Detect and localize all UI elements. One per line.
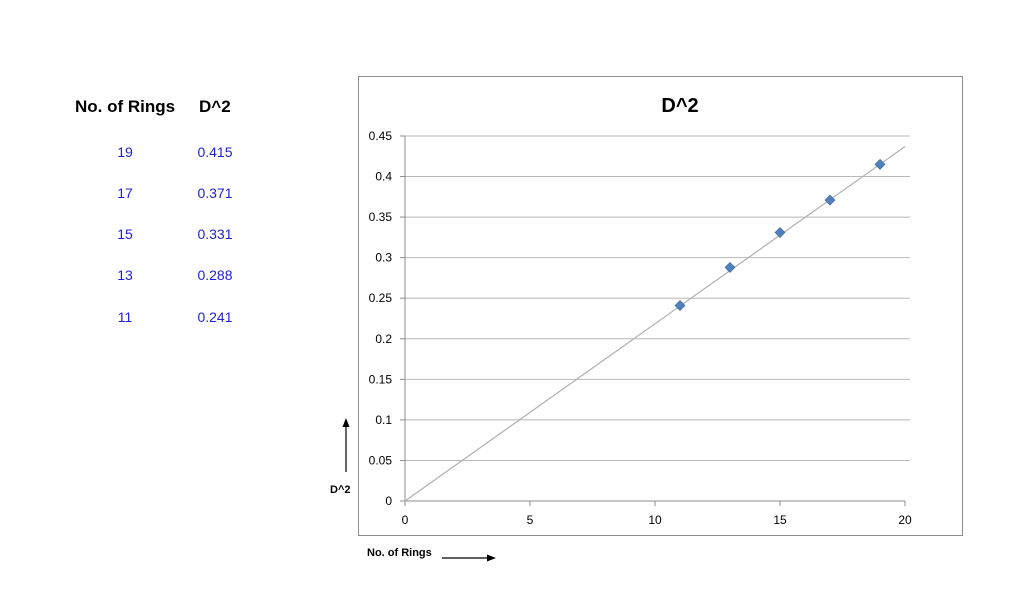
data-point — [774, 227, 786, 238]
trendline — [404, 146, 906, 502]
y-tick-label: 0.35 — [369, 210, 393, 224]
table-cell-d2: 0.371 — [197, 185, 233, 201]
y-axis-arrow-icon — [342, 418, 350, 472]
rings-column-header: No. of Rings — [75, 97, 176, 116]
data-point — [724, 261, 736, 273]
table-cell-d2: 0.415 — [197, 144, 233, 160]
table-cell-d2: 0.288 — [197, 267, 233, 283]
data-point — [874, 158, 886, 170]
chart-title: D^2 — [661, 95, 698, 117]
table-cell-rings: 19 — [117, 144, 133, 160]
x-tick-label: 0 — [402, 513, 409, 527]
data-point — [824, 194, 836, 206]
d2-column-header: D^2 — [199, 97, 231, 116]
y-tick-label: 0.2 — [375, 332, 392, 346]
y-tick-label: 0.25 — [369, 291, 393, 305]
y-tick-label: 0.05 — [369, 453, 393, 467]
x-tick-label: 10 — [648, 513, 662, 527]
y-tick-label: 0.1 — [375, 413, 392, 427]
y-tick-label: 0.4 — [375, 170, 392, 184]
table-cell-rings: 15 — [117, 226, 133, 242]
table-cell-rings: 13 — [117, 267, 133, 283]
y-tick-label: 0.45 — [369, 129, 393, 143]
x-tick-label: 15 — [773, 513, 787, 527]
y-tick-label: 0.15 — [369, 372, 393, 386]
chart-frame — [358, 76, 963, 536]
table-cell-rings: 17 — [117, 185, 133, 201]
data-point — [674, 300, 686, 311]
table-cell-d2: 0.241 — [197, 309, 233, 325]
y-tick-label: 0.3 — [375, 251, 392, 265]
table-cell-d2: 0.331 — [197, 226, 233, 242]
y-axis-label: D^2 — [330, 484, 351, 496]
x-tick-label: 5 — [527, 513, 534, 527]
y-tick-label: 0 — [385, 494, 392, 508]
table-cell-rings: 11 — [117, 309, 133, 325]
x-axis-arrow-icon — [442, 554, 496, 562]
x-axis-label: No. of Rings — [367, 547, 432, 559]
x-tick-label: 20 — [898, 513, 912, 527]
